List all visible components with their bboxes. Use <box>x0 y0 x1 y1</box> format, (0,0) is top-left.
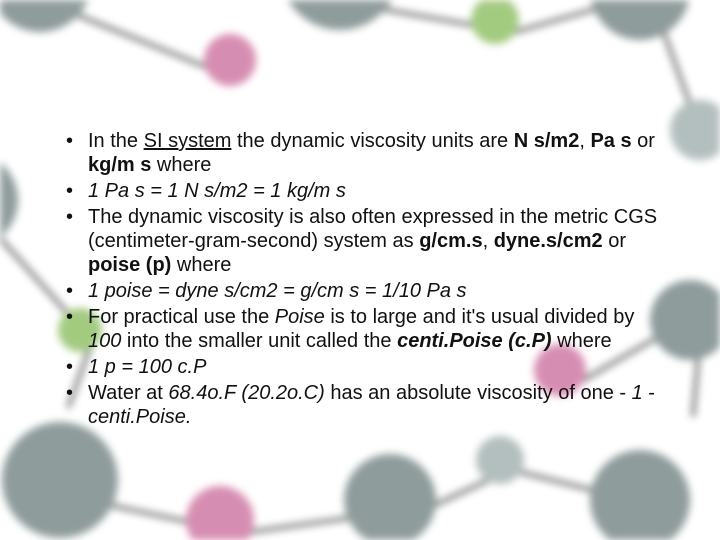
bullet-item: 1 Pa s = 1 N s/m2 = 1 kg/m s <box>60 179 660 203</box>
text-run: 1 <box>632 382 643 404</box>
text-run: the dynamic viscosity units are <box>231 130 513 152</box>
text-run: In the <box>88 130 144 152</box>
bullet-item: For practical use the Poise is to large … <box>60 305 660 353</box>
text-run: into the smaller unit called the <box>121 330 397 352</box>
text-run: centi.Poise (c.P) <box>397 330 552 352</box>
text-run: 1 p = 100 c.P <box>88 356 206 378</box>
text-run: 1 Pa s = 1 N s/m2 = 1 kg/m s <box>88 180 346 202</box>
text-run: kg/m s <box>88 154 151 176</box>
text-run: or <box>603 230 626 252</box>
text-run: Water at <box>88 382 168 404</box>
text-run: , <box>579 130 590 152</box>
text-run: For practical use the <box>88 306 275 328</box>
bullet-item: In the SI system the dynamic viscosity u… <box>60 129 660 177</box>
text-run: - <box>643 382 655 404</box>
text-run: 1 poise = dyne s/cm2 = g/cm s = 1/10 Pa … <box>88 280 467 302</box>
text-run: 100 <box>88 330 121 352</box>
text-run: 68.4o.F (20.2o.C) <box>168 382 324 404</box>
text-run: where <box>151 154 211 176</box>
text-run: has an absolute viscosity of one - <box>325 382 632 404</box>
slide-content: In the SI system the dynamic viscosity u… <box>0 0 720 540</box>
text-run: Pa s <box>590 130 631 152</box>
bullet-item: 1 p = 100 c.P <box>60 355 660 379</box>
text-run: poise (p) <box>88 254 171 276</box>
text-run: SI system <box>144 130 232 152</box>
text-run: dyne.s/cm2 <box>494 230 603 252</box>
bullet-item: 1 poise = dyne s/cm2 = g/cm s = 1/10 Pa … <box>60 279 660 303</box>
text-run: g/cm.s <box>419 230 482 252</box>
text-run: , <box>483 230 494 252</box>
text-run: Poise <box>275 306 325 328</box>
text-run: centi.Poise. <box>88 406 191 428</box>
bullet-list: In the SI system the dynamic viscosity u… <box>60 129 660 431</box>
bullet-item: The dynamic viscosity is also often expr… <box>60 205 660 277</box>
bullet-item: Water at 68.4o.F (20.2o.C) has an absolu… <box>60 381 660 429</box>
text-run: where <box>552 330 612 352</box>
text-run: N s/m2 <box>514 130 580 152</box>
text-run: where <box>171 254 231 276</box>
text-run: or <box>632 130 655 152</box>
text-run: is to large and it's usual divided by <box>325 306 635 328</box>
